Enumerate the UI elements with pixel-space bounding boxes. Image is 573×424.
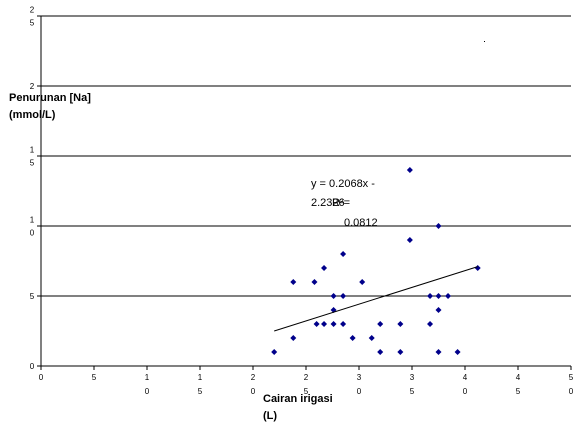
data-points	[271, 167, 481, 355]
data-point	[290, 335, 297, 341]
x-tick-label: 5	[92, 373, 97, 382]
y-tick-label: 0	[30, 362, 35, 371]
data-point	[445, 293, 452, 299]
y-tick-label: 1	[30, 146, 35, 155]
data-point	[340, 251, 347, 257]
data-point	[330, 293, 337, 299]
y-tick-label: 1	[30, 216, 35, 225]
data-point	[397, 321, 404, 327]
data-point	[271, 349, 278, 355]
x-tick-label: 1	[145, 373, 150, 382]
y-tick-label: 5	[30, 159, 35, 168]
data-point	[359, 279, 366, 285]
y-tick-label: 2	[30, 6, 35, 15]
data-point	[427, 321, 434, 327]
data-point	[349, 335, 356, 341]
data-point	[311, 279, 318, 285]
x-tick-label: 0	[463, 387, 468, 396]
data-point	[340, 321, 347, 327]
y-tick-label: 0	[30, 229, 35, 238]
x-tick-label: 0	[357, 387, 362, 396]
x-axis-title-line-2: (L)	[263, 410, 277, 422]
data-point	[313, 321, 320, 327]
x-tick-label: 5	[516, 387, 521, 396]
x-tick-label: 3	[410, 373, 415, 382]
r-squared-value: 0.0812	[344, 217, 378, 229]
data-point	[406, 167, 413, 173]
data-point	[406, 237, 413, 243]
r-squared-label: R²=	[332, 197, 350, 209]
trendline	[274, 266, 478, 332]
x-tick-label: 0	[569, 387, 573, 396]
data-point	[377, 321, 384, 327]
x-tick-label: 5	[410, 387, 415, 396]
x-tick-label: 5	[569, 373, 573, 382]
data-point	[397, 349, 404, 355]
x-tick-label: 1	[198, 373, 203, 382]
data-point	[321, 265, 328, 271]
trend-equation-line-2: 2.2326	[311, 197, 345, 209]
gridlines	[41, 15, 571, 297]
y-tick-label: 2	[30, 82, 35, 91]
y-tick-label: 5	[30, 19, 35, 28]
data-point	[290, 279, 297, 285]
data-point	[340, 293, 347, 299]
stray-dot	[484, 41, 485, 42]
x-tick-label: 3	[357, 373, 362, 382]
data-point	[368, 335, 375, 341]
x-tick-label: 0	[145, 387, 150, 396]
x-tick-label: 2	[251, 373, 256, 382]
x-tick-label: 0	[251, 387, 256, 396]
x-axis-title-line-1: Cairan irigasi	[263, 393, 333, 405]
data-point	[454, 349, 461, 355]
x-tick-label: 5	[304, 387, 309, 396]
x-tick-label: 2	[304, 373, 309, 382]
data-point	[377, 349, 384, 355]
data-point	[330, 321, 337, 327]
x-tick-label: 4	[463, 373, 468, 382]
data-point	[435, 307, 442, 313]
data-point	[435, 293, 442, 299]
x-tick-label: 5	[198, 387, 203, 396]
trend-equation-line-1: y = 0.2068x -	[311, 178, 375, 190]
data-point	[435, 223, 442, 229]
x-tick-label: 4	[516, 373, 521, 382]
data-point	[427, 293, 434, 299]
y-tick-label: 5	[30, 292, 35, 301]
data-point	[321, 321, 328, 327]
data-point	[474, 265, 481, 271]
y-axis-title-line-1: Penurunan [Na]	[9, 92, 91, 104]
data-point	[435, 349, 442, 355]
x-tick-label: 0	[39, 373, 44, 382]
y-axis-title-line-2: (mmol/L)	[9, 109, 56, 121]
